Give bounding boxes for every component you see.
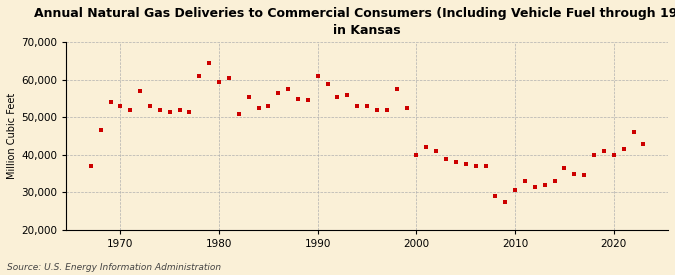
Point [273, 91, 284, 95]
Point [253, 106, 264, 110]
Point [441, 156, 452, 161]
Point [86, 164, 97, 168]
Point [431, 149, 441, 153]
Point [510, 188, 520, 192]
Text: Source: U.S. Energy Information Administration: Source: U.S. Energy Information Administ… [7, 263, 221, 272]
Point [214, 79, 225, 84]
Point [283, 87, 294, 91]
Point [135, 89, 146, 93]
Point [164, 109, 175, 114]
Point [539, 183, 550, 187]
Point [549, 179, 560, 183]
Point [125, 108, 136, 112]
Point [460, 162, 471, 166]
Point [371, 108, 382, 112]
Point [293, 96, 304, 101]
Point [411, 153, 422, 157]
Point [578, 173, 589, 178]
Point [263, 104, 274, 108]
Point [569, 171, 580, 176]
Point [589, 153, 599, 157]
Point [628, 130, 639, 134]
Point [392, 87, 402, 91]
Point [381, 108, 392, 112]
Point [243, 94, 254, 99]
Point [234, 111, 244, 116]
Point [529, 185, 540, 189]
Point [559, 166, 570, 170]
Point [352, 104, 362, 108]
Point [500, 199, 511, 204]
Point [490, 194, 501, 198]
Point [608, 153, 619, 157]
Point [450, 160, 461, 164]
Point [520, 179, 531, 183]
Title: Annual Natural Gas Deliveries to Commercial Consumers (Including Vehicle Fuel th: Annual Natural Gas Deliveries to Commerc… [34, 7, 675, 37]
Point [322, 81, 333, 86]
Point [480, 164, 491, 168]
Point [401, 106, 412, 110]
Y-axis label: Million Cubic Feet: Million Cubic Feet [7, 93, 17, 179]
Point [470, 164, 481, 168]
Point [223, 76, 234, 80]
Point [174, 108, 185, 112]
Point [95, 128, 106, 133]
Point [313, 74, 323, 78]
Point [155, 108, 165, 112]
Point [105, 100, 116, 104]
Point [204, 61, 215, 65]
Point [115, 104, 126, 108]
Point [362, 104, 373, 108]
Point [421, 145, 432, 150]
Point [144, 104, 155, 108]
Point [194, 74, 205, 78]
Point [638, 141, 649, 146]
Point [184, 109, 195, 114]
Point [302, 98, 313, 103]
Point [599, 149, 610, 153]
Point [618, 147, 629, 151]
Point [332, 94, 343, 99]
Point [342, 93, 353, 97]
